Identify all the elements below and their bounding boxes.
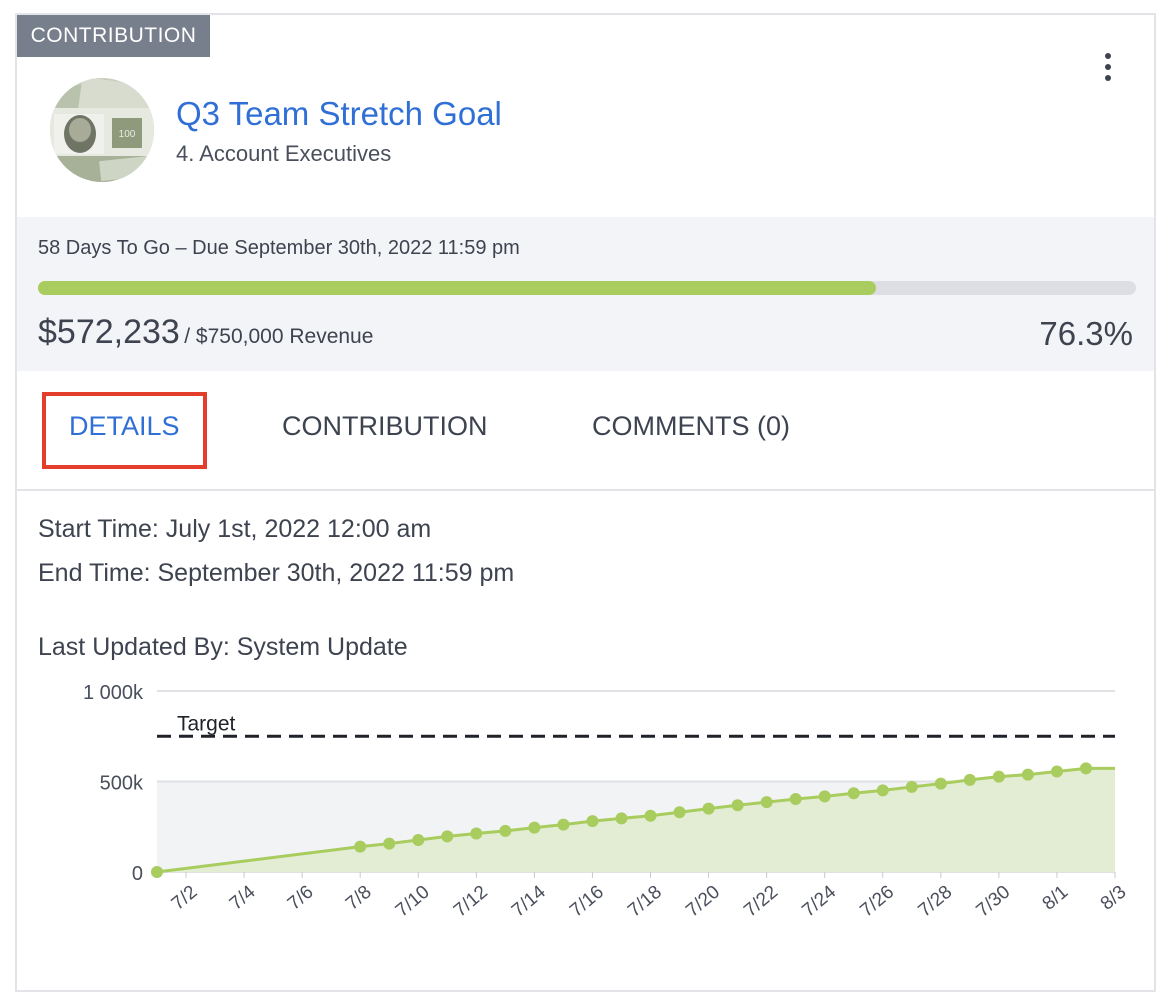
data-point xyxy=(615,812,628,825)
data-point xyxy=(586,815,599,828)
y-tick-label: 500k xyxy=(100,773,144,795)
data-point xyxy=(673,806,686,819)
data-point xyxy=(354,840,367,853)
data-point xyxy=(760,796,773,809)
x-tick-label: 7/8 xyxy=(342,882,376,915)
data-point xyxy=(905,780,918,793)
progress-panel: 58 Days To Go – Due September 30th, 2022… xyxy=(17,217,1154,371)
data-point xyxy=(441,830,454,843)
data-point xyxy=(731,799,744,812)
x-tick-label: 7/24 xyxy=(798,881,840,921)
tab-bar: DETAILS CONTRIBUTION COMMENTS (0) xyxy=(17,371,1154,491)
amount: $572,233 / $750,000 Revenue xyxy=(38,313,373,352)
data-point xyxy=(1079,762,1092,775)
y-tick-label: 1 000k xyxy=(83,682,144,704)
x-tick-label: 7/6 xyxy=(284,882,318,915)
data-point xyxy=(470,827,483,840)
tab-comments[interactable]: COMMENTS (0) xyxy=(592,411,790,441)
data-point xyxy=(934,777,947,790)
data-point xyxy=(528,821,541,834)
x-tick-label: 7/12 xyxy=(450,882,492,922)
series-line xyxy=(156,766,1115,874)
data-point xyxy=(847,787,860,800)
x-tick-label: 7/28 xyxy=(914,882,956,922)
data-point xyxy=(499,824,512,837)
progress-bar xyxy=(38,281,1136,295)
start-time: Start Time: July 1st, 2022 12:00 am xyxy=(38,515,432,543)
x-tick-label: 8/3 xyxy=(1097,882,1131,915)
x-tick-label: 7/18 xyxy=(624,882,666,922)
data-point xyxy=(992,770,1005,783)
type-badge: CONTRIBUTION xyxy=(17,15,210,57)
data-point xyxy=(963,773,976,786)
x-tick-label: 7/16 xyxy=(566,882,608,922)
x-tick-label: 7/10 xyxy=(392,882,434,922)
data-point xyxy=(789,793,802,806)
data-point xyxy=(1021,768,1034,781)
more-vertical-icon[interactable] xyxy=(1098,53,1118,81)
x-tick-label: 7/30 xyxy=(972,882,1014,922)
data-point xyxy=(383,837,396,850)
menu-dot xyxy=(1105,64,1111,70)
series-area xyxy=(157,768,1115,872)
goal-title-link[interactable]: Q3 Team Stretch Goal xyxy=(176,95,502,132)
x-tick-label: 7/14 xyxy=(508,881,550,921)
data-point xyxy=(557,818,570,831)
target-amount: / $750,000 Revenue xyxy=(184,325,374,348)
goal-card: CONTRIBUTION 100 Q3 Team Stretch Goal 4.… xyxy=(15,13,1156,992)
menu-dot xyxy=(1105,53,1111,59)
menu-dot xyxy=(1105,75,1111,81)
data-point xyxy=(1050,765,1063,778)
tab-contribution[interactable]: CONTRIBUTION xyxy=(282,411,488,441)
progress-bar-fill xyxy=(38,281,876,295)
svg-text:100: 100 xyxy=(119,129,136,140)
data-point xyxy=(876,784,889,797)
percent-complete: 76.3% xyxy=(1039,315,1133,352)
x-tick-label: 7/22 xyxy=(740,882,782,922)
progress-chart: 0 500k 1 000k Target 7/2 7/4 7/6 7/8 7/10 7/12 7/1… xyxy=(83,682,1131,922)
x-tick-label: 7/20 xyxy=(682,882,724,922)
highlight-box xyxy=(42,392,207,469)
end-time: End Time: September 30th, 2022 11:59 pm xyxy=(38,559,515,587)
x-tick-label: 7/2 xyxy=(168,882,202,915)
data-point xyxy=(412,833,425,846)
current-amount: $572,233 xyxy=(38,313,180,351)
tab-details[interactable]: DETAILS xyxy=(69,411,180,441)
target-label: Target xyxy=(177,712,236,735)
x-tick-label: 8/1 xyxy=(1039,882,1073,915)
money-image: 100 xyxy=(50,78,154,182)
goal-avatar: 100 xyxy=(50,78,154,182)
data-point xyxy=(644,809,657,822)
data-point xyxy=(151,866,163,878)
last-updated: Last Updated By: System Update xyxy=(38,633,408,661)
due-text: 58 Days To Go – Due September 30th, 2022… xyxy=(38,237,520,259)
x-tick-label: 7/4 xyxy=(226,881,260,914)
data-point xyxy=(702,802,715,815)
x-tick-label: 7/26 xyxy=(856,882,898,922)
y-tick-label: 0 xyxy=(132,863,143,885)
data-point xyxy=(818,790,831,803)
goal-subtitle: 4. Account Executives xyxy=(176,141,392,166)
